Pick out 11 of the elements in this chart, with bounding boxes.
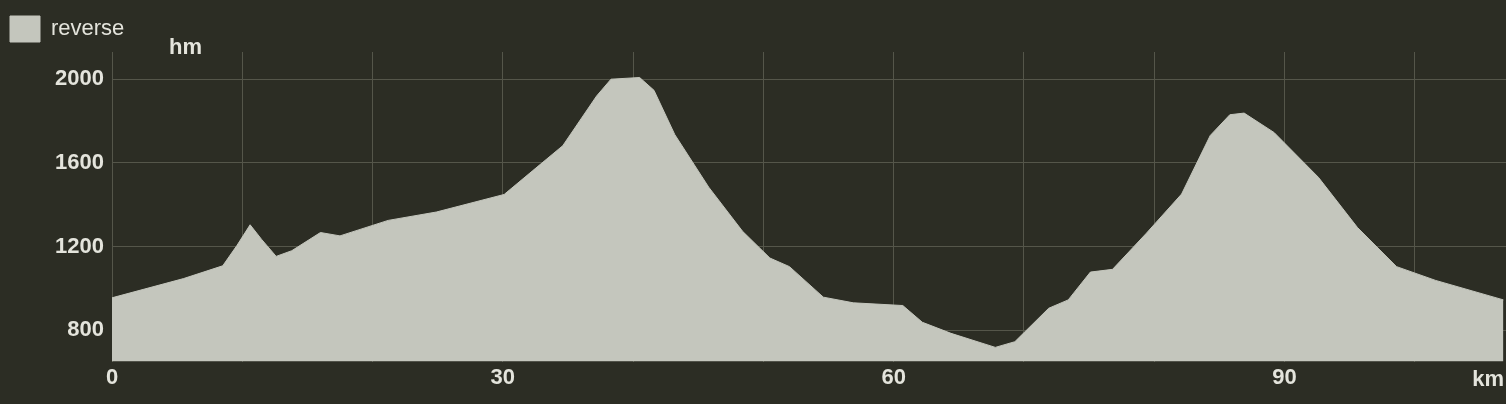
x-tick-label: 90	[1272, 363, 1297, 389]
y-axis-title: hm	[169, 34, 202, 60]
x-axis-title: km	[1472, 365, 1504, 391]
legend-label: reverse	[51, 15, 125, 41]
y-tick-label: 800	[67, 316, 104, 342]
x-tick-label: 30	[490, 363, 516, 389]
y-tick-label: 1600	[55, 148, 104, 174]
x-tick-label: 0	[105, 363, 119, 389]
x-tick-label: 60	[881, 363, 906, 389]
y-tick-label: 2000	[55, 65, 104, 91]
y-tick-label: 1200	[55, 232, 104, 258]
